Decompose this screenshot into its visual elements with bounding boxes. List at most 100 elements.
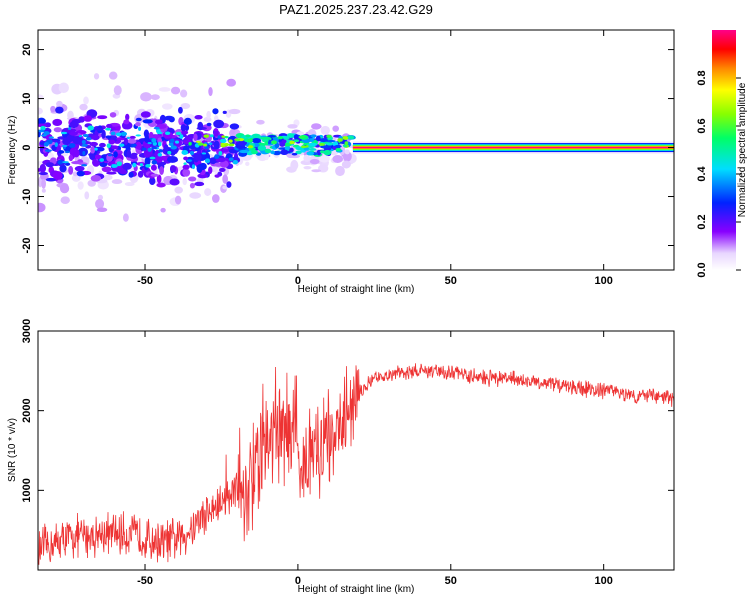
heatmap-cell-549 xyxy=(183,117,192,125)
heatmap-cell-652 xyxy=(105,135,112,139)
heatmap-cell-229 xyxy=(332,125,339,132)
heatmap-cell-959 xyxy=(300,145,307,149)
heatmap-cell-769 xyxy=(54,142,58,148)
heatmap-cell-750 xyxy=(153,126,160,130)
spectrogram-y-label: Frequency (Hz) xyxy=(7,116,18,185)
heatmap-cell-916 xyxy=(335,147,342,152)
heatmap-cell-762 xyxy=(87,125,95,131)
heatmap-cell-640 xyxy=(213,130,219,137)
heatmap-cell-638 xyxy=(72,135,83,145)
heatmap-cell-185 xyxy=(303,166,312,170)
heatmap-cell-162 xyxy=(332,155,344,163)
heatmap-cell-946 xyxy=(195,140,201,143)
heatmap-cell-110 xyxy=(230,128,236,135)
heatmap-cell-248 xyxy=(124,181,135,187)
heatmap-cell-688 xyxy=(85,137,92,141)
heatmap-cell-90 xyxy=(228,108,241,115)
heatmap-cell-715 xyxy=(43,131,50,136)
heatmap-cell-619 xyxy=(123,119,130,125)
heatmap-cell-754 xyxy=(67,127,72,130)
heatmap-cell-568 xyxy=(213,119,225,129)
heatmap-cell-206 xyxy=(290,159,299,171)
heatmap-cell-887 xyxy=(251,149,258,155)
heatmap-cell-954 xyxy=(220,142,226,146)
heatmap-cell-751 xyxy=(232,160,239,165)
snr-y-tick-label-1: 2000 xyxy=(21,398,33,422)
heatmap-cell-88 xyxy=(71,174,81,182)
colorbar-gradient xyxy=(712,30,736,270)
heatmap-cell-212 xyxy=(222,174,229,184)
snr-panel: -50 0 50 100 1000 2000 3000 Height of straigh… xyxy=(7,319,675,595)
heatmap-cell-514 xyxy=(45,177,57,182)
heatmap-cell-232 xyxy=(96,207,108,212)
heatmap-cell-181 xyxy=(245,161,250,167)
heatmap-cell-613 xyxy=(163,144,169,153)
snr-frame xyxy=(37,330,675,571)
heatmap-cell-476 xyxy=(59,164,67,173)
colorbar-tick-label-0: 0.0 xyxy=(696,262,708,277)
heatmap-cell-955 xyxy=(293,139,300,143)
heatmap-cell-387 xyxy=(159,166,164,175)
heatmap-cell-117 xyxy=(182,178,187,186)
snr-y-ticks: 1000 2000 3000 xyxy=(21,319,674,503)
heatmap-cell-247 xyxy=(303,154,311,162)
heatmap-cell-730 xyxy=(208,142,213,146)
heatmap-cell-502 xyxy=(150,164,157,171)
heatmap-cell-910 xyxy=(251,133,261,140)
heatmap-cell-939 xyxy=(228,143,235,147)
heatmap-cell-921 xyxy=(346,135,355,140)
heatmap-cell-898 xyxy=(308,148,317,151)
heatmap-cell-963 xyxy=(234,138,241,141)
heatmap-cell-732 xyxy=(155,129,161,133)
heatmap-cell-540 xyxy=(189,182,195,189)
heatmap-cell-745 xyxy=(64,150,71,154)
heatmap-cell-899 xyxy=(289,147,294,153)
heatmap-cell-557 xyxy=(74,165,85,172)
heatmap-cell-126 xyxy=(208,87,213,97)
heatmap-cell-935 xyxy=(277,136,284,140)
heatmap-cell-529 xyxy=(107,161,112,167)
heatmap-cell-664 xyxy=(193,133,198,141)
heatmap-cell-621 xyxy=(38,123,47,128)
heatmap-cell-741 xyxy=(204,158,211,164)
heatmap-cell-944 xyxy=(271,140,277,145)
spectrogram-heatmap xyxy=(38,71,674,222)
heatmap-cell-72 xyxy=(158,87,171,92)
heatmap-cell-922 xyxy=(257,145,267,151)
heatmap-cell-165 xyxy=(320,125,330,135)
heatmap-cell-285 xyxy=(184,124,190,132)
heatmap-cell-590 xyxy=(156,174,162,184)
heatmap-cell-668 xyxy=(150,173,159,177)
heatmap-cell-657 xyxy=(69,120,79,128)
heatmap-cell-287 xyxy=(178,106,183,114)
heatmap-cell-748 xyxy=(126,136,131,140)
snr-y-tick-label-2: 3000 xyxy=(21,319,33,343)
heatmap-cell-210 xyxy=(309,158,320,165)
heatmap-cell-724 xyxy=(61,144,68,148)
heatmap-cell-660 xyxy=(142,119,153,124)
heatmap-cell-594 xyxy=(214,174,220,178)
heatmap-cell-693 xyxy=(218,150,223,156)
heatmap-cell-604 xyxy=(106,123,113,129)
heatmap-cell-173 xyxy=(161,103,173,110)
heatmap-cell-532 xyxy=(101,129,106,139)
heatmap-cell-907 xyxy=(281,139,287,144)
heatmap-cell-360 xyxy=(208,166,213,175)
heatmap-cell-239 xyxy=(222,185,228,190)
heatmap-cell-872 xyxy=(326,142,334,146)
heatmap-cell-513 xyxy=(188,176,197,182)
heatmap-cell-539 xyxy=(90,146,96,154)
heatmap-cell-702 xyxy=(164,131,171,135)
heatmap-cell-729 xyxy=(105,127,112,131)
heatmap-cell-102 xyxy=(180,89,188,98)
spectrogram-x-ticks: -50 0 50 100 xyxy=(137,30,613,287)
snr-x-tick-label-1: 0 xyxy=(295,575,301,587)
heatmap-cell-706 xyxy=(151,160,158,165)
heatmap-cell-464 xyxy=(89,141,98,147)
heatmap-cell-678 xyxy=(135,141,142,150)
heatmap-cell-625 xyxy=(166,156,178,163)
heatmap-cell-444 xyxy=(197,173,208,179)
heatmap-cell-875 xyxy=(291,152,298,156)
